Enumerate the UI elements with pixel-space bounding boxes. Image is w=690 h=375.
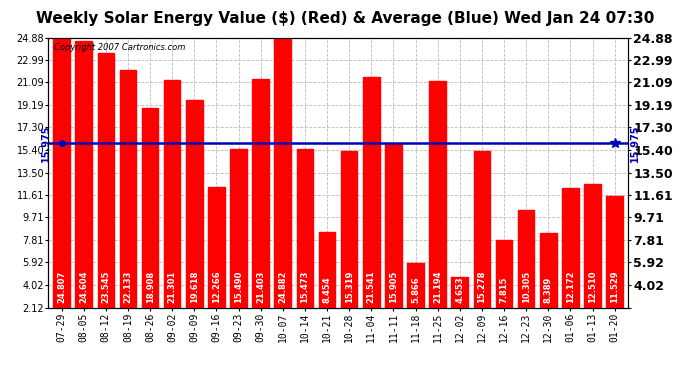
Text: 15.905: 15.905 [389, 271, 398, 303]
Text: 21.403: 21.403 [256, 271, 265, 303]
Bar [363, 77, 380, 333]
Text: 24.882: 24.882 [278, 271, 287, 303]
Text: 12.266: 12.266 [212, 270, 221, 303]
Text: 19.618: 19.618 [190, 271, 199, 303]
Bar [473, 152, 490, 333]
Text: Copyright 2007 Cartronics.com: Copyright 2007 Cartronics.com [54, 43, 186, 52]
Bar [253, 79, 269, 333]
Text: 21.301: 21.301 [168, 271, 177, 303]
Bar [495, 240, 512, 333]
Bar [451, 278, 468, 333]
Text: 4.653: 4.653 [455, 276, 464, 303]
Text: 15.278: 15.278 [477, 271, 486, 303]
Text: 15.473: 15.473 [300, 271, 309, 303]
Bar [141, 108, 159, 333]
Bar [607, 196, 623, 333]
Text: 8.389: 8.389 [544, 277, 553, 303]
Bar [385, 144, 402, 333]
Bar [275, 38, 291, 333]
Bar [53, 38, 70, 333]
Bar [75, 41, 92, 333]
Text: 15.490: 15.490 [234, 271, 243, 303]
Text: Weekly Solar Energy Value ($) (Red) & Average (Blue) Wed Jan 24 07:30: Weekly Solar Energy Value ($) (Red) & Av… [36, 11, 654, 26]
Bar [119, 70, 136, 333]
Bar [97, 53, 114, 333]
Bar [562, 188, 579, 333]
Text: 12.172: 12.172 [566, 270, 575, 303]
Bar [407, 263, 424, 333]
Bar [319, 232, 335, 333]
Text: 10.305: 10.305 [522, 271, 531, 303]
Text: 18.908: 18.908 [146, 271, 155, 303]
Text: 5.866: 5.866 [411, 276, 420, 303]
Text: 15.975: 15.975 [630, 124, 640, 162]
Text: 15.319: 15.319 [345, 271, 354, 303]
Text: 21.541: 21.541 [367, 270, 376, 303]
Text: 22.133: 22.133 [124, 271, 132, 303]
Bar [230, 149, 247, 333]
Text: 15.975: 15.975 [41, 124, 50, 162]
Text: 21.194: 21.194 [433, 270, 442, 303]
Text: 11.529: 11.529 [610, 270, 619, 303]
Text: 24.604: 24.604 [79, 270, 88, 303]
Bar [297, 149, 313, 333]
Bar [540, 233, 557, 333]
Bar [518, 210, 535, 333]
Bar [186, 100, 203, 333]
Bar [341, 151, 357, 333]
Text: 12.510: 12.510 [588, 270, 597, 303]
Bar [164, 80, 181, 333]
Text: 7.815: 7.815 [500, 276, 509, 303]
Text: 8.454: 8.454 [322, 276, 331, 303]
Text: 24.807: 24.807 [57, 271, 66, 303]
Bar [208, 187, 225, 333]
Text: 23.545: 23.545 [101, 270, 110, 303]
Bar [429, 81, 446, 333]
Bar [584, 184, 601, 333]
